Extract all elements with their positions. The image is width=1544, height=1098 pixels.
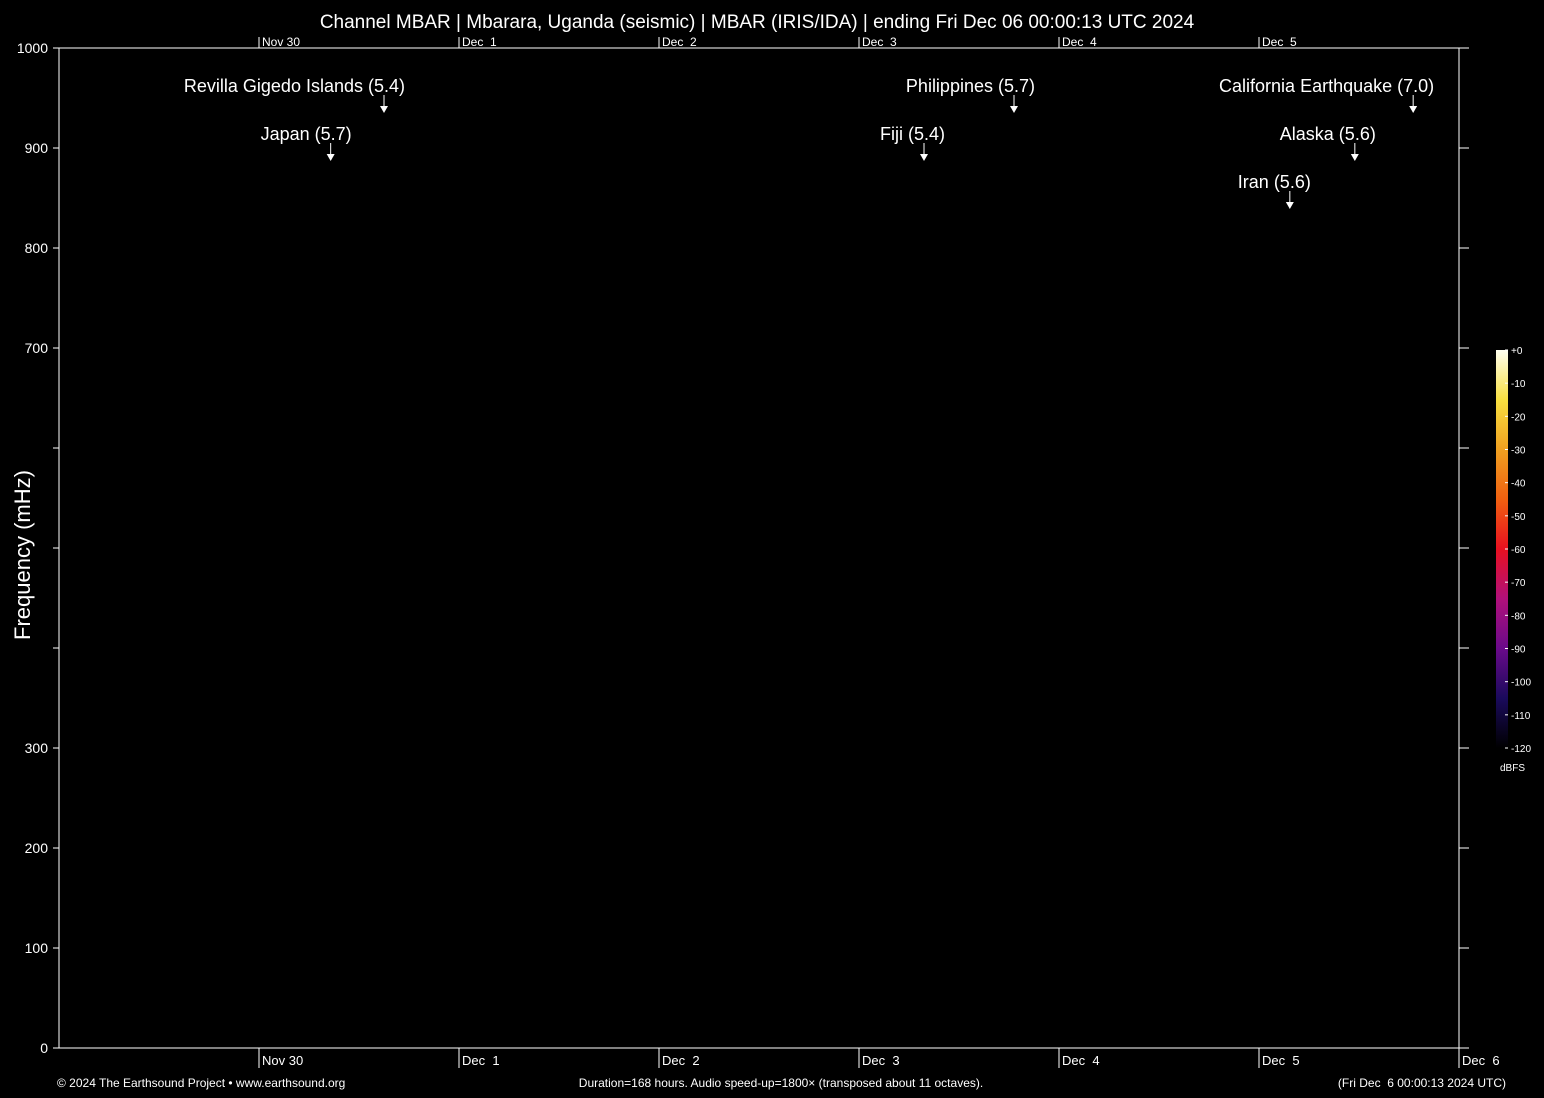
- annotation-arrowhead: [1350, 154, 1359, 161]
- colorbar-tick-label: -40: [1511, 479, 1526, 490]
- y-tick-label: 900: [25, 140, 49, 156]
- colorbar-tick-label: -100: [1511, 678, 1531, 689]
- colorbar-tick-label: -10: [1511, 379, 1526, 390]
- annotation-label: Iran (5.6): [1238, 172, 1311, 192]
- annotation-arrowhead: [1409, 106, 1418, 113]
- annotation-label: Japan (5.7): [261, 124, 352, 144]
- colorbar-tick-label: -20: [1511, 412, 1526, 423]
- y-tick-label: 700: [25, 340, 49, 356]
- colorbar-label: dBFS: [1500, 763, 1525, 774]
- y-tick-label: 200: [25, 840, 49, 856]
- annotation-arrowhead: [380, 106, 388, 113]
- footer-left: © 2024 The Earthsound Project • www.eart…: [57, 1076, 345, 1090]
- annotation-label: Fiji (5.4): [880, 124, 945, 144]
- x-tick-label-top: Dec 4: [1062, 35, 1097, 49]
- colorbar-tick-label: -30: [1511, 446, 1526, 457]
- annotation-label: Philippines (5.7): [906, 76, 1035, 96]
- annotation-arrowhead: [326, 154, 335, 161]
- annotation-label: Alaska (5.6): [1280, 124, 1376, 144]
- colorbar-tick-label: -50: [1511, 512, 1526, 523]
- y-tick-label: 0: [40, 1040, 48, 1056]
- x-tick-label: Dec 1: [462, 1053, 500, 1068]
- colorbar-tick-label: -120: [1511, 744, 1531, 755]
- colorbar-tick-label: -110: [1511, 711, 1531, 722]
- x-tick-label-top: Dec 5: [1262, 35, 1297, 49]
- x-tick-label: Dec 2: [662, 1053, 700, 1068]
- colorbar-tick-label: -80: [1511, 611, 1526, 622]
- y-tick-label: 800: [25, 240, 49, 256]
- y-tick-label: 100: [25, 940, 49, 956]
- colorbar-tick-label: -70: [1511, 578, 1526, 589]
- annotation-label: Revilla Gigedo Islands (5.4): [184, 76, 405, 96]
- annotation-arrowhead: [1285, 202, 1294, 209]
- annotation-arrowhead: [1010, 106, 1018, 113]
- x-tick-label: Dec 5: [1262, 1053, 1300, 1068]
- y-tick-label: 1000: [17, 40, 48, 56]
- x-tick-label-top: Dec 3: [862, 35, 897, 49]
- x-tick-label: Dec 3: [862, 1053, 900, 1068]
- x-tick-label-top: Dec 1: [462, 35, 497, 49]
- x-tick-label: Dec 6: [1462, 1053, 1500, 1068]
- colorbar-tick-label: -60: [1511, 545, 1526, 556]
- x-tick-label: Nov 30: [262, 1053, 303, 1068]
- colorbar-tick-label: +0: [1511, 346, 1523, 357]
- x-tick-label-top: Dec 2: [662, 35, 697, 49]
- colorbar-tick-label: -90: [1511, 645, 1526, 656]
- footer-center: Duration=168 hours. Audio speed-up=1800×…: [579, 1076, 983, 1090]
- footer-right: (Fri Dec 6 00:00:13 2024 UTC): [1338, 1076, 1506, 1090]
- y-tick-label: 300: [25, 740, 49, 756]
- x-tick-label: Dec 4: [1062, 1053, 1100, 1068]
- annotation-label: California Earthquake (7.0): [1219, 76, 1434, 96]
- annotation-arrowhead: [920, 154, 928, 161]
- y-axis-label: Frequency (mHz): [10, 470, 35, 640]
- chart-title: Channel MBAR | Mbarara, Uganda (seismic)…: [320, 12, 1195, 33]
- x-tick-label-top: Nov 30: [262, 35, 300, 49]
